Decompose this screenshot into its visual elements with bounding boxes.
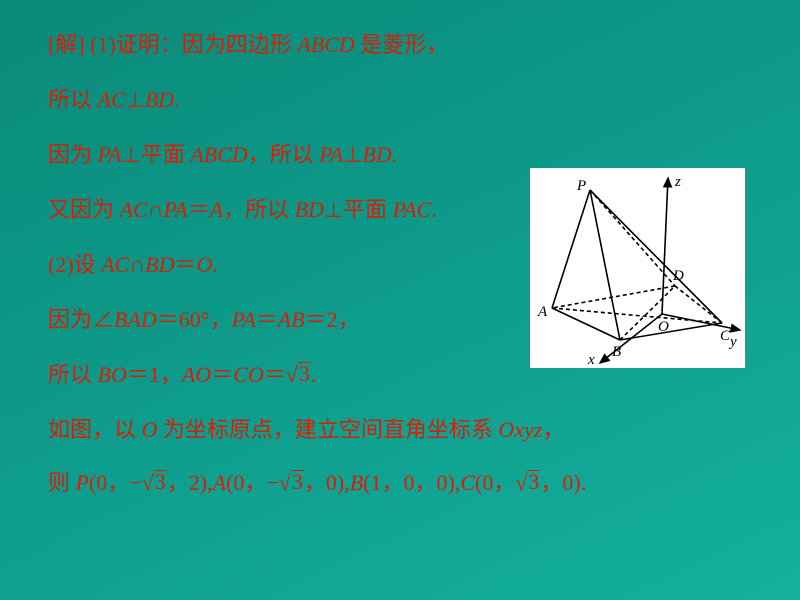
t: .: [431, 197, 437, 222]
t: ＝1，: [127, 362, 182, 387]
eq: ＝: [264, 362, 286, 387]
c: C: [460, 470, 475, 495]
t: .: [311, 362, 317, 387]
pa: PA: [98, 142, 122, 167]
geometry-diagram: PABCDOzyx: [530, 168, 745, 368]
eq: ＝: [256, 307, 278, 332]
t: ＝60°，: [157, 307, 232, 332]
abcd: ABCD: [297, 32, 354, 57]
svg-text:B: B: [612, 344, 621, 360]
sqrt3: 3: [142, 466, 167, 499]
t: (0，−: [226, 470, 279, 495]
ac: AC: [120, 197, 148, 222]
pa: PA: [319, 142, 343, 167]
eq: ＝: [188, 197, 210, 222]
sqrt3: 3: [515, 466, 540, 499]
perp: ⊥: [126, 87, 145, 112]
svg-text:y: y: [728, 334, 737, 350]
cap: ∩: [129, 252, 145, 277]
ac: AC: [101, 252, 129, 277]
bd: BD: [362, 142, 391, 167]
bd: BD: [295, 197, 324, 222]
line-1: [解] (1)证明：因为四边形 ABCD 是菱形，: [48, 28, 752, 61]
t: 所以: [48, 87, 98, 112]
t: (1，0，0),: [363, 470, 460, 495]
eq: ＝: [175, 252, 197, 277]
t: ＝2，: [305, 307, 360, 332]
line-3: 因为 PA⊥平面 ABCD，所以 PA⊥BD.: [48, 138, 752, 171]
t: ，2),: [167, 470, 213, 495]
ac: AC: [98, 87, 126, 112]
t: (0，−: [89, 470, 142, 495]
ab: AB: [278, 307, 305, 332]
t: (2)设: [48, 252, 101, 277]
t: .: [212, 252, 218, 277]
bd: BD: [145, 87, 174, 112]
t: 所以: [48, 362, 98, 387]
t: 又因为: [48, 197, 120, 222]
svg-text:P: P: [576, 178, 586, 194]
o: O: [142, 417, 158, 442]
t: ⊥平面: [122, 142, 191, 167]
a: A: [213, 470, 226, 495]
abcd: ABCD: [190, 142, 247, 167]
svg-text:A: A: [537, 304, 548, 320]
t: ，所以: [248, 142, 320, 167]
t: 因为: [48, 142, 98, 167]
t: 为坐标原点，建立空间直角坐标系: [157, 417, 498, 442]
t: [解] (1)证明：因为四边形: [48, 32, 297, 57]
pa: PA: [232, 307, 256, 332]
a: A: [210, 197, 223, 222]
cap: ∩: [148, 197, 164, 222]
pa: PA: [164, 197, 188, 222]
line-2: 所以 AC⊥BD.: [48, 83, 752, 116]
bad: BAD: [114, 307, 157, 332]
t: 则: [48, 470, 76, 495]
sqrt3: 3: [286, 358, 311, 391]
ao: AO: [182, 362, 211, 387]
t: (0，: [475, 470, 515, 495]
t: ，0).: [540, 470, 586, 495]
line-8: 如图，以 O 为坐标原点，建立空间直角坐标系 Oxyz，: [48, 413, 752, 446]
svg-text:O: O: [658, 319, 669, 335]
pac: PAC: [393, 197, 432, 222]
t: 如图，以: [48, 417, 142, 442]
perp: ⊥: [343, 142, 362, 167]
co: CO: [233, 362, 264, 387]
svg-text:D: D: [672, 268, 684, 284]
o: O: [197, 252, 213, 277]
p: P: [76, 470, 89, 495]
t: .: [174, 87, 180, 112]
t: 因为∠: [48, 307, 114, 332]
t: ，0),: [304, 470, 350, 495]
t: ，: [542, 417, 564, 442]
diagram-svg: PABCDOzyx: [530, 168, 745, 368]
line-9: 则 P(0，−3，2),A(0，−3，0),B(1，0，0),C(0，3，0).: [48, 466, 752, 499]
eq: ＝: [211, 362, 233, 387]
svg-text:x: x: [587, 352, 595, 368]
bd: BD: [145, 252, 174, 277]
t: .: [392, 142, 398, 167]
sqrt3: 3: [279, 466, 304, 499]
t: 是菱形，: [355, 32, 449, 57]
svg-text:z: z: [674, 174, 681, 190]
bo: BO: [98, 362, 127, 387]
oxyz: Oxyz: [498, 417, 542, 442]
t: ，所以: [223, 197, 295, 222]
t: ⊥平面: [324, 197, 393, 222]
b: B: [350, 470, 363, 495]
